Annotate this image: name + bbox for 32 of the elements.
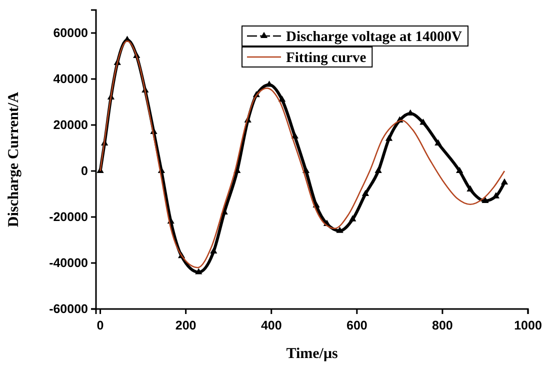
point	[385, 134, 393, 141]
x-tick-label: 400	[260, 318, 282, 332]
point	[420, 118, 427, 125]
y-axis-title: Discharge Current/A	[6, 92, 22, 228]
point	[349, 215, 356, 222]
legend-label: Discharge voltage at 14000V	[286, 29, 463, 45]
legend-label: Fitting curve	[286, 50, 367, 66]
point	[434, 139, 442, 146]
y-tick-label: 0	[81, 164, 88, 178]
x-tick-label: 1000	[514, 318, 542, 332]
point	[210, 247, 218, 254]
x-axis-title: Time/μs	[286, 346, 338, 362]
y-tick-label: -60000	[49, 302, 88, 316]
y-tick-label: -20000	[49, 210, 88, 224]
y-tick-label: 20000	[53, 118, 88, 132]
point	[482, 196, 489, 203]
y-tick-label: -40000	[49, 256, 88, 270]
point	[362, 190, 370, 196]
point	[374, 166, 382, 174]
x-tick-label: 600	[346, 318, 368, 332]
point	[336, 226, 344, 233]
point	[492, 192, 500, 198]
x-tick-label: 0	[96, 318, 104, 332]
y-tick-label: 60000	[53, 26, 88, 40]
point	[278, 96, 286, 102]
point	[195, 268, 202, 274]
x-tick-label: 800	[432, 318, 453, 332]
point	[466, 185, 474, 192]
point	[500, 178, 508, 185]
y-tick-label: 40000	[53, 72, 88, 86]
x-tick-label: 200	[175, 318, 196, 332]
point	[456, 166, 464, 174]
